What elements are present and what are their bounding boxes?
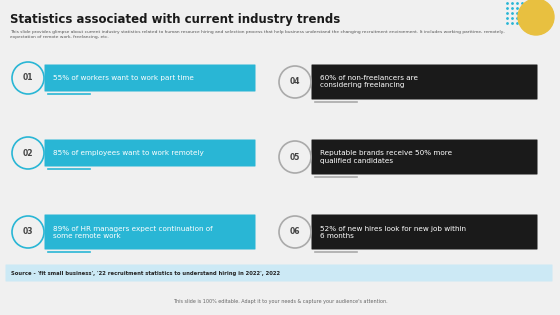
FancyBboxPatch shape [44,140,255,167]
Circle shape [279,216,311,248]
Text: 05: 05 [290,152,300,162]
Circle shape [12,216,44,248]
Text: 04: 04 [290,77,300,87]
Circle shape [279,66,311,98]
Text: 55% of workers want to work part time: 55% of workers want to work part time [53,75,194,81]
Circle shape [12,62,44,94]
Circle shape [518,0,554,35]
Circle shape [279,141,311,173]
Text: 85% of employees want to work remotely: 85% of employees want to work remotely [53,150,204,156]
Text: 06: 06 [290,227,300,237]
Text: Source - 'fit small business', '22 recruitment statistics to understand hiring i: Source - 'fit small business', '22 recru… [11,271,280,276]
FancyBboxPatch shape [44,65,255,91]
Text: This slide provides glimpse about current industry statistics related to human r: This slide provides glimpse about curren… [10,30,505,39]
FancyBboxPatch shape [311,140,538,175]
Text: 52% of new hires look for new job within
6 months: 52% of new hires look for new job within… [320,226,466,238]
FancyBboxPatch shape [6,265,553,282]
Text: 03: 03 [23,227,33,237]
Text: 02: 02 [23,148,33,158]
FancyBboxPatch shape [311,65,538,100]
Text: Statistics associated with current industry trends: Statistics associated with current indus… [10,13,340,26]
Text: 01: 01 [23,73,33,83]
FancyBboxPatch shape [44,215,255,249]
FancyBboxPatch shape [311,215,538,249]
Text: 89% of HR managers expect continuation of
some remote work: 89% of HR managers expect continuation o… [53,226,213,238]
Text: Reputable brands receive 50% more
qualified candidates: Reputable brands receive 50% more qualif… [320,151,452,163]
Circle shape [12,137,44,169]
Text: 60% of non-freelancers are
considering freelancing: 60% of non-freelancers are considering f… [320,76,418,89]
Text: This slide is 100% editable. Adapt it to your needs & capture your audience's at: This slide is 100% editable. Adapt it to… [172,300,388,305]
